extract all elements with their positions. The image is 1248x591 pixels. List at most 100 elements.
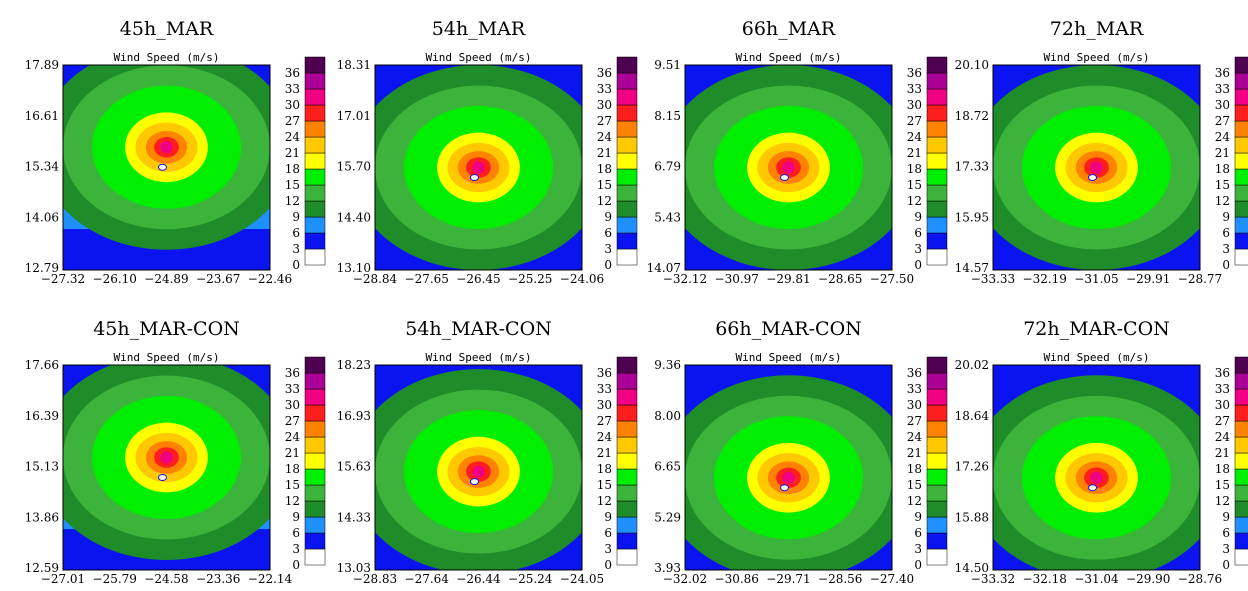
colorbar-segment [1234,436,1248,454]
y-tick-label: 5.29 [654,510,681,524]
colorbar-label: 27 [597,414,612,428]
colorbar-segment [1234,104,1248,122]
colorbar-segment [926,388,948,406]
colorbar-segment [1234,420,1248,438]
colorbar-label: 0 [292,258,300,272]
colorbar-segment [304,232,326,250]
colorbar-segment [1234,404,1248,422]
map-frame [374,364,583,571]
y-tick-label: 15.88 [955,510,989,524]
panel-title: 72h_MAR [1050,18,1144,40]
colorbar-segment [926,532,948,550]
colorbar-label: 27 [907,114,922,128]
wind-map [375,365,582,570]
x-tick-label: −24.89 [144,272,188,286]
colorbar-label: 6 [914,526,922,540]
colorbar-label: 27 [1215,414,1230,428]
colorbar-label: 15 [907,178,922,192]
colorbar-label: 27 [285,114,300,128]
colorbar-segment [304,168,326,186]
colorbar-label: 33 [285,82,300,96]
x-tick-label: −28.56 [818,572,862,586]
x-tick-label: −26.10 [93,272,137,286]
colorbar-segment [926,168,948,186]
colorbar-segment [926,484,948,502]
colorbar-segment [304,248,326,266]
colorbar-segment [926,468,948,486]
x-tick-label: −32.02 [663,572,707,586]
colorbar-segment [926,200,948,218]
colorbar-segment [926,152,948,170]
colorbar-segment [926,216,948,234]
colorbar-segment [1234,500,1248,518]
colorbar-label: 12 [285,194,300,208]
y-tick-label: 5.43 [654,210,681,224]
colorbar-label: 36 [1215,66,1230,80]
colorbar-segment [616,452,638,470]
y-tick-label: 13.86 [25,510,59,524]
colorbar-segment [304,372,326,390]
colorbar-segment [304,356,326,374]
colorbar-segment [1234,72,1248,90]
colorbar-segment [926,436,948,454]
wind-map [685,65,892,270]
colorbar-label: 30 [907,98,922,112]
colorbar-label: 15 [1215,478,1230,492]
colorbar-segment [1234,56,1248,74]
panel-title: 54h_MAR-CON [405,318,552,340]
y-tick-label: 17.66 [25,358,59,372]
wind-map [993,365,1200,570]
colorbar-segment [304,216,326,234]
y-tick-label: 9.36 [654,358,681,372]
colorbar-label: 36 [597,66,612,80]
y-tick-label: 16.61 [25,109,59,123]
colorbar-label: 9 [604,510,612,524]
eye [158,474,167,481]
colorbar-label: 33 [597,82,612,96]
y-tick-label: 6.79 [654,160,681,174]
colorbar-label: 27 [285,414,300,428]
eye [1088,174,1097,181]
colorbar-label: 9 [292,510,300,524]
colorbar-label: 21 [597,446,612,460]
x-tick-label: −27.01 [41,572,85,586]
x-tick-label: −27.32 [41,272,85,286]
colorbar-label: 30 [907,398,922,412]
colorbar-label: 15 [597,478,612,492]
colorbar-segment [1234,152,1248,170]
colorbar-label: 6 [1222,526,1230,540]
colorbar-segment [1234,120,1248,138]
colorbar-label: 18 [285,462,300,476]
colorbar-label: 3 [604,242,612,256]
colorbar-label: 9 [1222,510,1230,524]
x-tick-label: −22.46 [248,272,292,286]
y-tick-label: 14.50 [955,561,989,575]
x-tick-label: −24.06 [560,272,604,286]
wind-band [472,465,485,478]
colorbar-segment [616,248,638,266]
x-tick-label: −25.24 [508,572,553,586]
colorbar-segment [304,184,326,202]
y-tick-label: 14.40 [337,210,371,224]
colorbar-label: 30 [597,398,612,412]
colorbar-segment [616,104,638,122]
map-frame [992,364,1201,571]
y-tick-label: 12.79 [25,261,59,275]
colorbar-segment [926,500,948,518]
colorbar-label: 27 [907,414,922,428]
colorbar-label: 15 [285,478,300,492]
colorbar-segment [926,404,948,422]
colorbar-segment [304,516,326,534]
colorbar-label: 15 [1215,178,1230,192]
wind-band [782,161,795,174]
panel-subtitle: Wind Speed (m/s) [736,351,842,364]
colorbar-segment [304,468,326,486]
y-tick-label: 18.31 [337,58,371,72]
colorbar-label: 21 [1215,146,1230,160]
y-tick-label: 12.59 [25,561,59,575]
panel-title: 72h_MAR-CON [1023,318,1170,340]
panel-title: 66h_MAR-CON [715,318,862,340]
y-tick-label: 8.15 [654,109,681,123]
y-tick-label: 16.39 [25,409,59,423]
colorbar-segment [304,484,326,502]
